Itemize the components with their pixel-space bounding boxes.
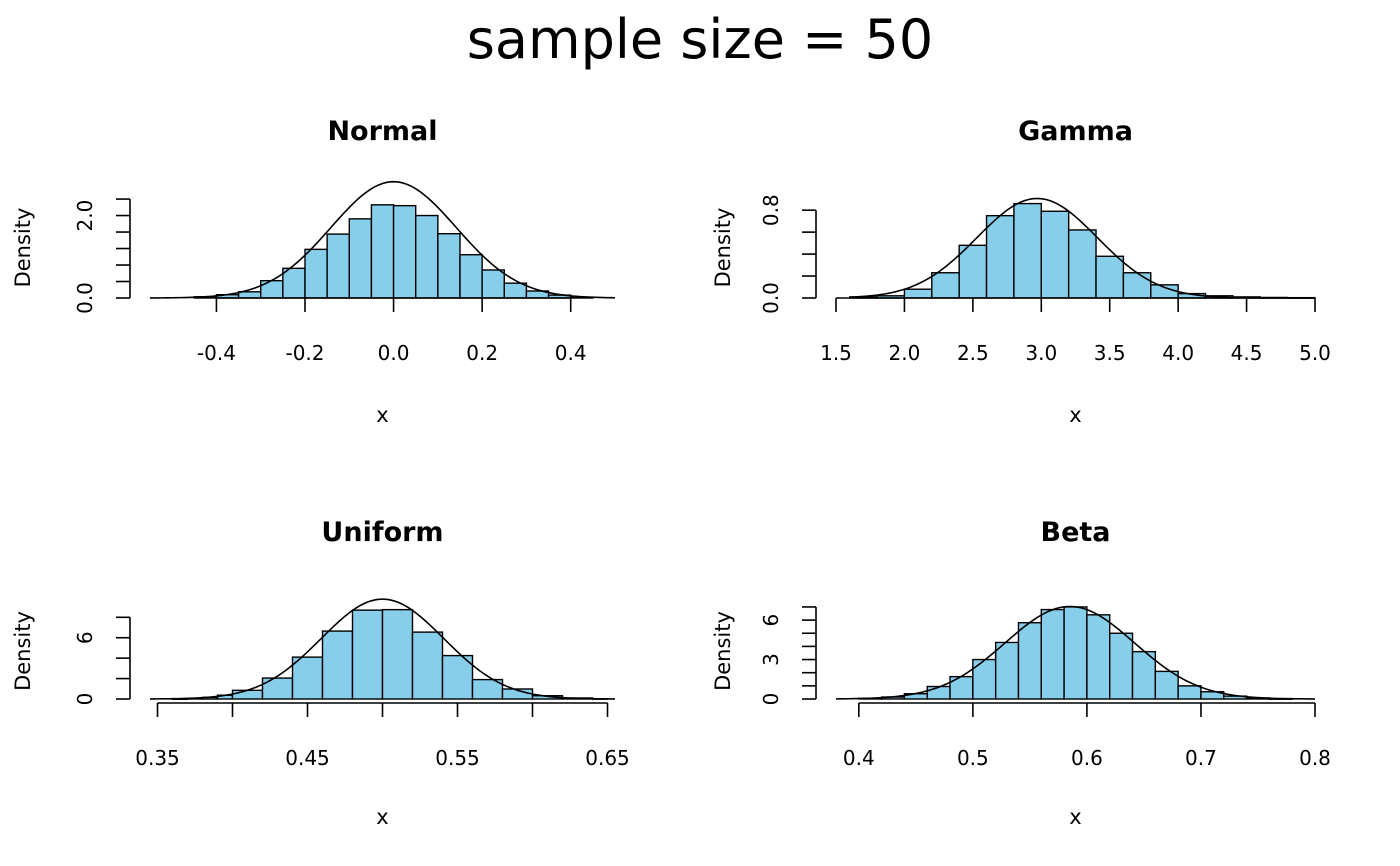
x-tick-label: 0.6 bbox=[1071, 746, 1103, 770]
histogram-bar bbox=[1017, 622, 1042, 700]
x-tick-label: 0.0 bbox=[378, 341, 410, 365]
histogram-bar bbox=[926, 685, 951, 700]
x-tick-label: -0.4 bbox=[197, 341, 236, 365]
x-tick-label: 2.0 bbox=[889, 341, 921, 365]
histogram-bar bbox=[304, 248, 328, 299]
panel-title: Gamma bbox=[1018, 116, 1133, 147]
x-tick-label: -0.2 bbox=[285, 341, 324, 365]
y-tick-label: 0.0 bbox=[73, 282, 97, 314]
histogram-bar bbox=[1067, 229, 1097, 299]
histogram-bar bbox=[1086, 614, 1111, 700]
x-axis-label: x bbox=[1069, 805, 1081, 829]
density-curve bbox=[835, 605, 1316, 700]
histogram-bar bbox=[261, 677, 294, 700]
histogram-bar bbox=[459, 254, 483, 299]
histogram-bar bbox=[1040, 608, 1065, 700]
histogram-bar bbox=[1095, 255, 1125, 299]
y-tick-label: 2.0 bbox=[73, 200, 97, 232]
histogram-bar bbox=[441, 654, 474, 700]
x-tick-label: 0.45 bbox=[285, 746, 330, 770]
histogram-bar bbox=[972, 658, 997, 700]
y-axis-label: Density bbox=[711, 208, 735, 288]
y-tick-label: 3 bbox=[759, 653, 783, 666]
histogram-bar bbox=[291, 656, 324, 700]
histogram-bar bbox=[1109, 632, 1134, 700]
panel-title: Uniform bbox=[321, 517, 443, 548]
x-tick-label: 4.0 bbox=[1162, 341, 1194, 365]
histogram-bar bbox=[1013, 202, 1042, 299]
x-tick-label: 1.5 bbox=[820, 341, 852, 365]
y-axis-label: Density bbox=[11, 611, 35, 691]
histogram-bar bbox=[1122, 272, 1152, 299]
panel-title: Beta bbox=[1040, 517, 1110, 548]
histogram-bar bbox=[1131, 650, 1157, 700]
histogram-bar bbox=[381, 608, 414, 700]
figure-title: sample size = 50 bbox=[467, 8, 934, 71]
histogram-bar bbox=[1177, 685, 1202, 700]
x-axis-label: x bbox=[376, 403, 388, 427]
x-tick-label: 4.5 bbox=[1231, 341, 1263, 365]
x-tick-label: 0.65 bbox=[585, 746, 630, 770]
y-tick-label: 0 bbox=[759, 693, 783, 706]
panel-uniform: Uniform 0.35 0.45 0.55 0.65 0 6 x Density bbox=[11, 517, 630, 829]
panel-beta: Beta 0.4 0.5 0.6 0.7 0.8 0 3 6 x Density bbox=[711, 517, 1331, 829]
x-tick-label: 0.55 bbox=[435, 746, 480, 770]
histogram-bar bbox=[348, 218, 373, 299]
histogram-bar bbox=[282, 267, 306, 299]
histogram-bar bbox=[351, 609, 384, 700]
histogram-bar bbox=[260, 279, 284, 299]
density-curve bbox=[149, 598, 616, 700]
histogram-bar bbox=[326, 233, 350, 299]
density-curve bbox=[149, 180, 616, 299]
x-tick-label: 0.4 bbox=[555, 341, 587, 365]
y-tick-label: 0.0 bbox=[759, 282, 783, 314]
x-tick-label: 3.5 bbox=[1094, 341, 1126, 365]
histogram-bar bbox=[1063, 606, 1088, 700]
x-tick-label: 0.35 bbox=[135, 746, 180, 770]
histogram-bar bbox=[321, 630, 354, 700]
histogram-bar bbox=[994, 641, 1020, 700]
panel-normal: Normal -0.4 -0.2 0.0 0.2 0.4 0.0 2.0 x Density bbox=[11, 116, 616, 427]
y-axis-label: Density bbox=[711, 611, 735, 691]
y-tick-label: 0 bbox=[73, 693, 97, 706]
histogram-bar bbox=[1040, 210, 1070, 299]
x-tick-label: 3.0 bbox=[1025, 341, 1057, 365]
x-axis-label: x bbox=[1069, 403, 1081, 427]
x-tick-label: 2.5 bbox=[957, 341, 989, 365]
x-tick-label: 5.0 bbox=[1299, 341, 1331, 365]
histogram-bar bbox=[411, 631, 444, 700]
histogram-bar bbox=[1154, 670, 1179, 700]
histogram-bar bbox=[392, 204, 417, 299]
x-tick-label: 0.2 bbox=[466, 341, 498, 365]
histogram-bar bbox=[437, 232, 461, 299]
x-tick-label: 0.8 bbox=[1299, 746, 1331, 770]
panel-gamma: Gamma 1.5 2.0 2.5 3.0 3.5 4.0 4.5 5.0 0.0 0.8 x Dens… bbox=[711, 116, 1331, 427]
histogram-bar bbox=[958, 244, 988, 299]
x-tick-label: 0.4 bbox=[843, 746, 875, 770]
y-axis-label: Density bbox=[11, 208, 35, 288]
histogram-bar bbox=[985, 214, 1015, 299]
histogram-bar bbox=[231, 689, 264, 700]
y-tick-label: 6 bbox=[759, 614, 783, 627]
x-axis-label: x bbox=[376, 805, 388, 829]
y-tick-label: 0.8 bbox=[759, 194, 783, 226]
histogram-bar bbox=[481, 269, 505, 299]
x-tick-label: 0.5 bbox=[957, 746, 989, 770]
histogram-bar bbox=[503, 282, 528, 299]
histogram-bar bbox=[415, 214, 439, 299]
x-tick-label: 0.7 bbox=[1185, 746, 1217, 770]
histogram-bar bbox=[370, 204, 395, 299]
histogram-bar bbox=[931, 272, 960, 299]
histogram-bar bbox=[237, 291, 262, 299]
y-tick-label: 6 bbox=[73, 631, 97, 644]
histogram-bar bbox=[1200, 691, 1225, 700]
panel-title: Normal bbox=[327, 116, 437, 147]
histogram-bar bbox=[903, 288, 933, 299]
